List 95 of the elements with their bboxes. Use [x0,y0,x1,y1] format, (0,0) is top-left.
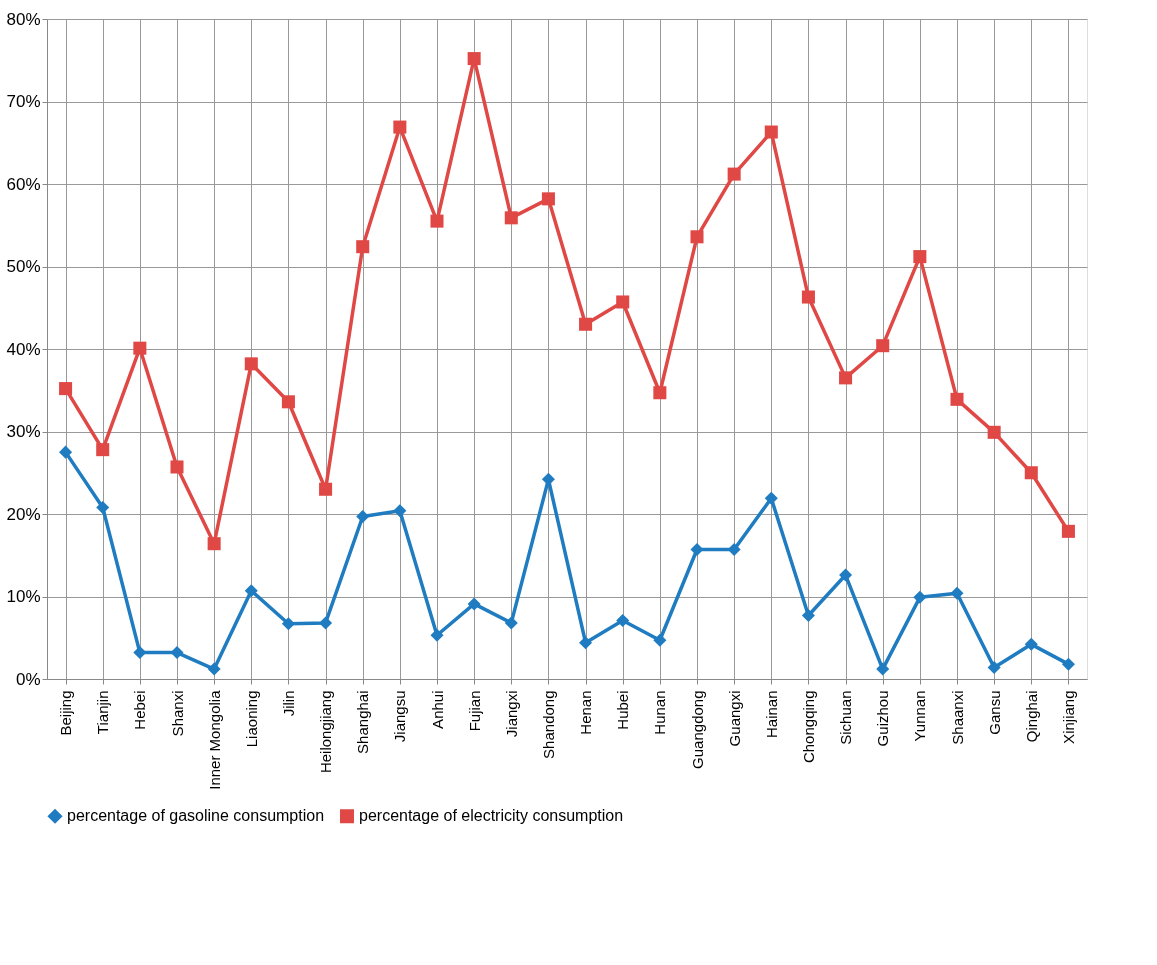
x-tick-label: Xinjiang [1059,690,1077,744]
x-tick-label: Beijing [57,690,75,736]
x-tick-label: Tianjin [94,690,112,735]
point [319,482,333,496]
x-tick-label: Anhui [428,690,446,729]
x-tick-label: Hunan [651,690,669,735]
point [207,662,221,676]
point [764,125,778,139]
point [356,240,370,254]
point [950,392,964,406]
point [393,504,407,518]
x-tick-label: Gansu [985,690,1003,735]
point [1061,657,1075,671]
point [1024,466,1038,480]
y-tick-label: 70% [6,92,41,111]
point [579,636,593,650]
point [430,628,444,642]
point [839,371,853,385]
y-tick-label: 10% [6,587,41,606]
point [801,608,815,622]
point [319,616,333,630]
x-tick-label: Guizhou [874,690,892,747]
point [1024,637,1038,651]
point [913,590,927,604]
point [430,214,444,228]
y-tick-label: 50% [6,257,41,276]
y-tick-label: 80% [6,9,41,29]
point [504,211,518,225]
point [764,491,778,505]
point [727,542,741,556]
point [727,167,741,181]
y-tick-label: 30% [6,422,41,441]
x-tick-label: Henan [577,690,595,735]
x-tick-label: Sichuan [837,690,855,745]
point [170,460,184,474]
point [950,586,964,600]
legend-label: percentage of electricity consumption [359,807,624,825]
point [1061,524,1075,538]
y-tick-label: 0% [15,669,41,689]
point [133,341,147,355]
x-tick-label: Guangxi [725,690,743,747]
point [393,120,407,134]
x-tick-label: Chongqing [799,690,817,764]
point [876,662,890,676]
point [467,597,481,611]
point [96,443,110,457]
point [653,633,667,647]
point [207,537,221,551]
legend-label: percentage of gasoline consumption [67,807,325,825]
point [281,617,295,631]
point [541,472,555,486]
point [467,52,481,66]
x-tick-label: Jiangsu [391,690,409,743]
x-tick-label: Fujian [465,690,483,732]
point [987,660,1001,674]
point [59,445,73,459]
point [541,192,555,206]
point [504,616,518,630]
x-tick-label: Guangdong [688,690,706,769]
point [579,317,593,331]
x-tick-label: Hebei [131,690,149,730]
point [96,500,110,514]
y-tick-label: 60% [6,174,41,194]
x-tick-label: Hubei [614,690,632,730]
point [913,250,927,264]
point [281,395,295,409]
x-tick-label: Shanxi [168,690,186,737]
point [690,542,704,556]
point [653,386,667,400]
y-tick-label: 40% [6,339,41,359]
x-tick-label: Shanghai [354,690,372,754]
point [170,646,184,660]
x-tick-label: Inner Mongolia [205,689,223,790]
y-tick-label: 20% [6,504,41,524]
x-tick-label: Shandong [539,690,557,759]
point [616,295,630,309]
x-tick-label: Hainan [762,690,780,739]
point [690,230,704,244]
point [801,290,815,304]
point [244,357,258,371]
point [616,613,630,627]
point [244,584,258,598]
point [987,425,1001,439]
x-tick-label: Jilin [279,690,297,717]
point [356,509,370,523]
x-tick-label: Shaanxi [948,690,966,745]
x-tick-label: Heilongjiang [317,690,335,774]
point [839,568,853,582]
point [133,646,147,660]
x-tick-label: Yunnan [911,690,929,742]
x-tick-label: Liaoning [242,690,260,748]
point [59,382,73,396]
x-tick-label: Jiangxi [502,690,520,738]
point [876,339,890,353]
x-tick-label: Qinghai [1022,690,1040,743]
